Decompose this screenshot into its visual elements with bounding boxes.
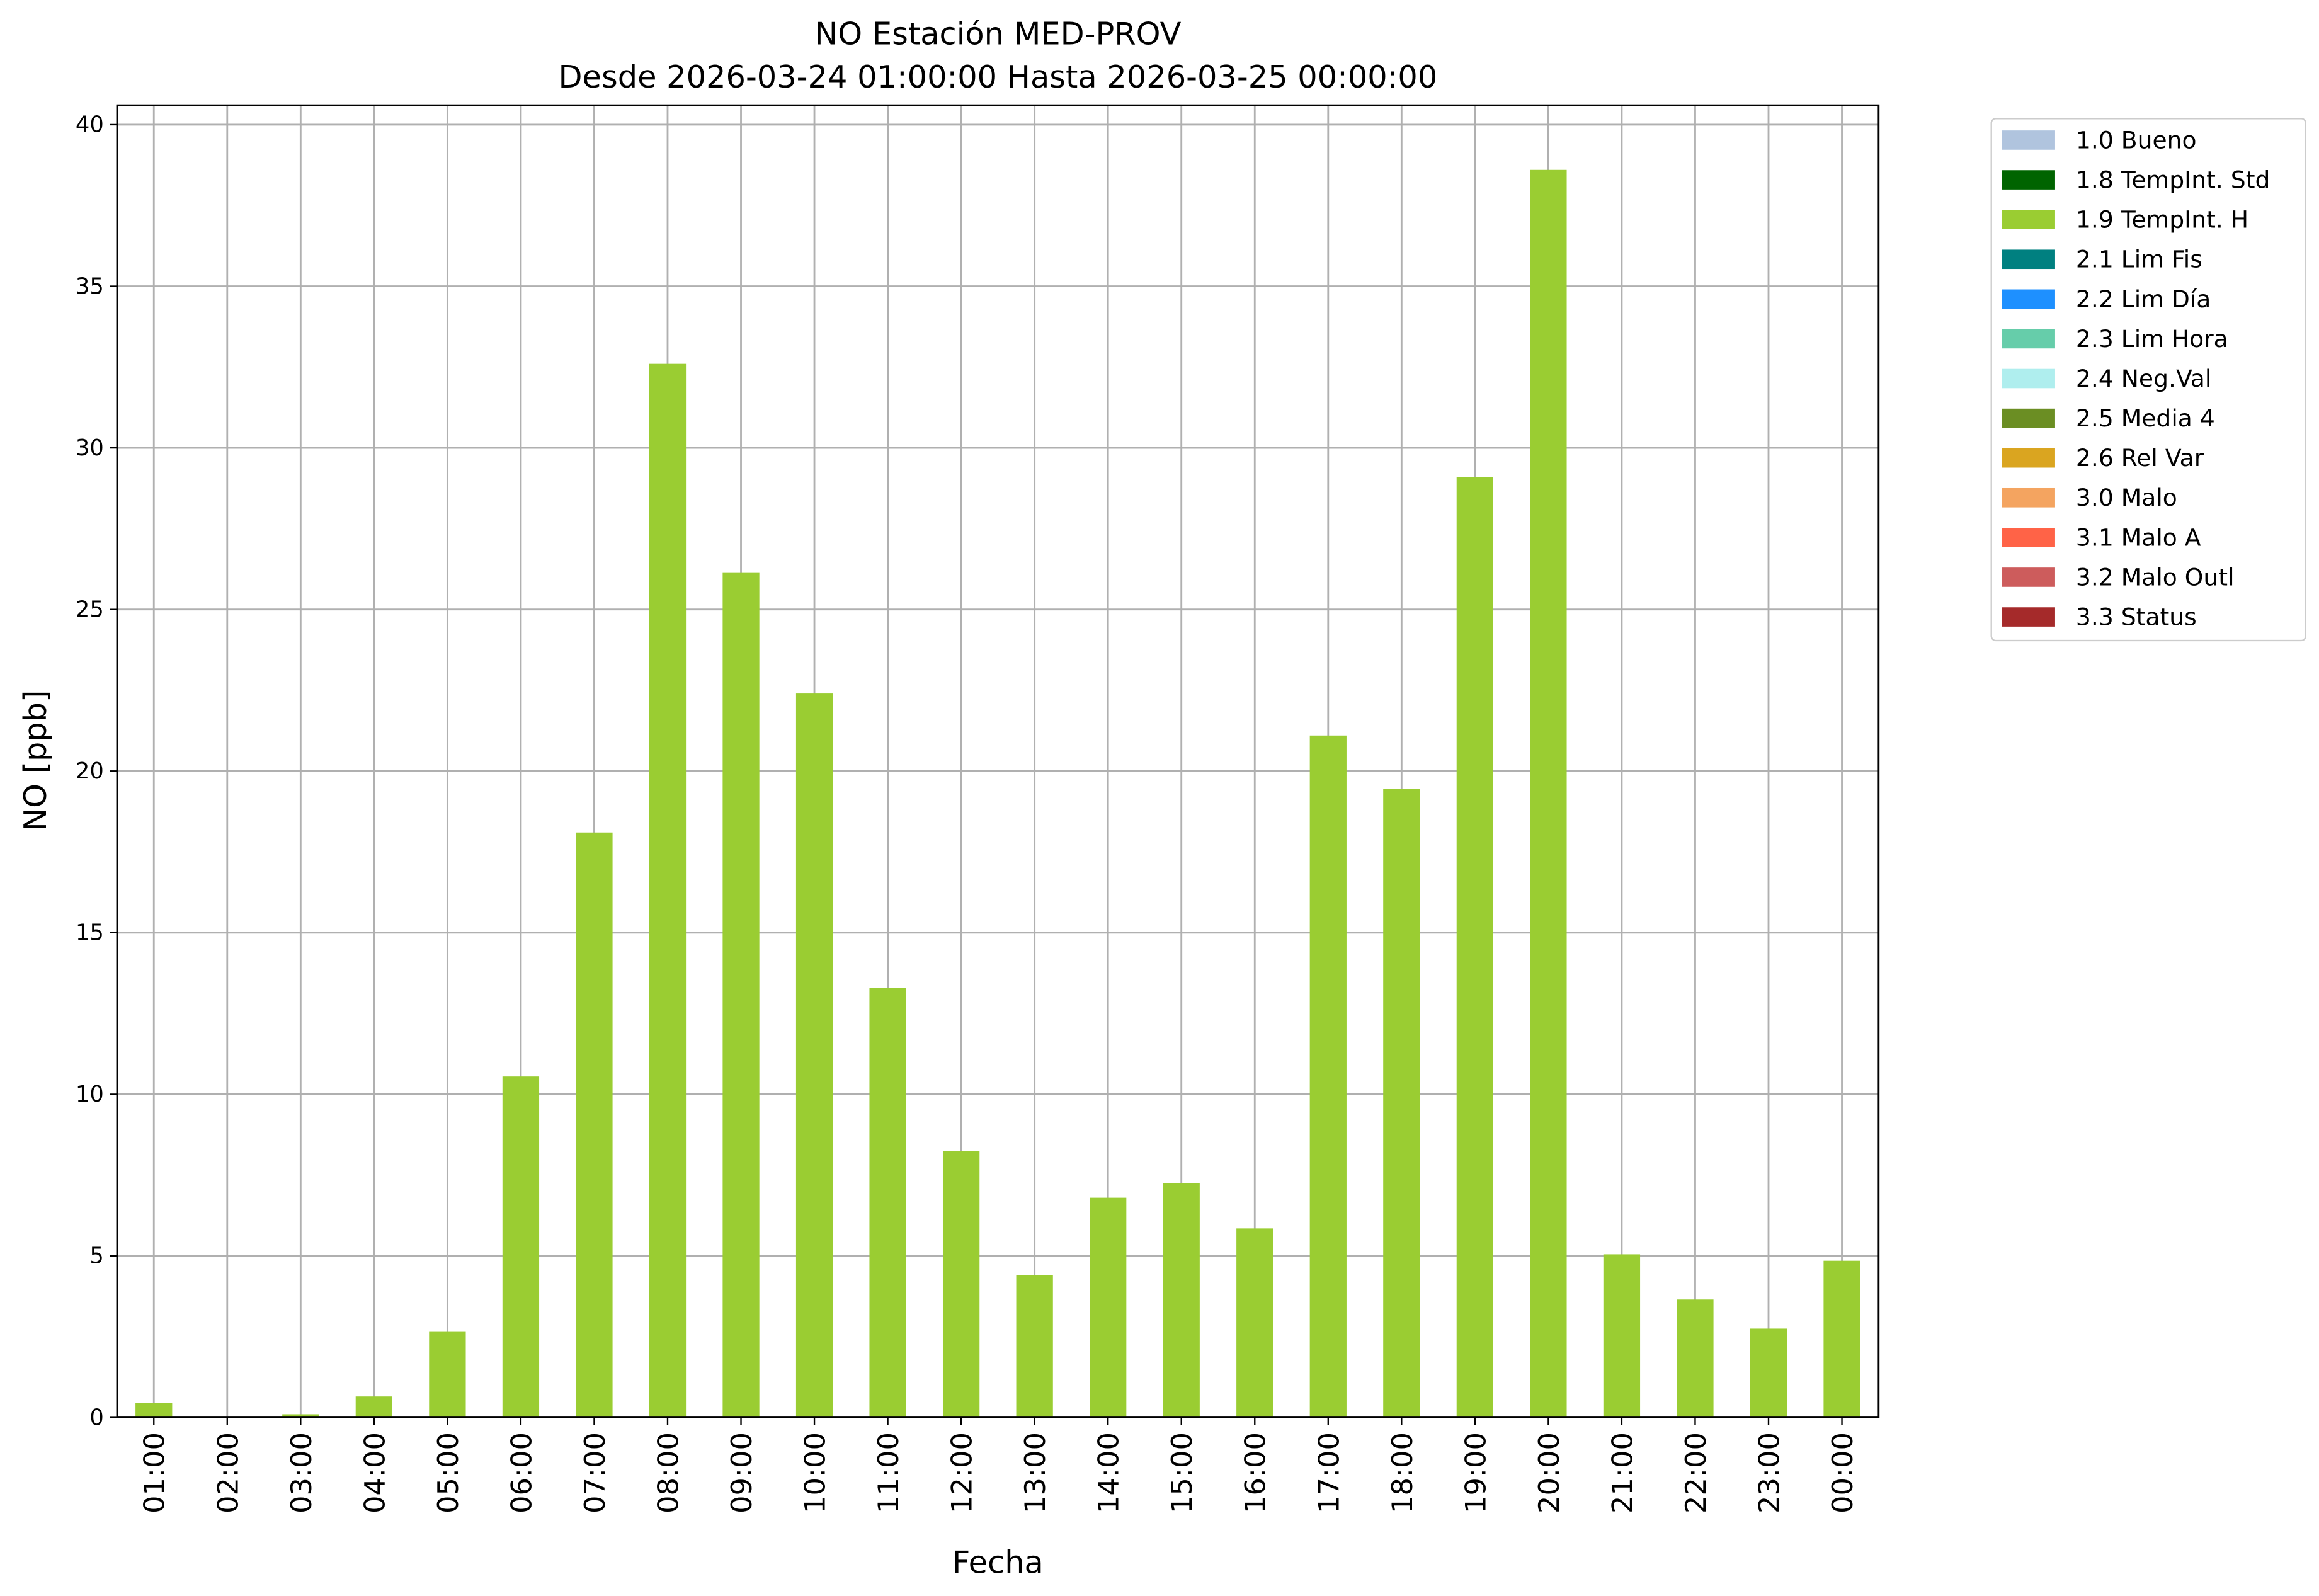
legend-label: 2.6 Rel Var (2076, 444, 2204, 472)
bar (1163, 1183, 1200, 1418)
legend-label: 2.2 Lim Día (2076, 285, 2211, 313)
legend-label: 2.4 Neg.Val (2076, 365, 2211, 392)
bar (429, 1331, 466, 1418)
x-tick-label: 20:00 (1532, 1432, 1566, 1513)
plot-frame (116, 104, 1880, 1418)
bar (942, 1151, 980, 1418)
bar (502, 1076, 540, 1418)
legend-swatch (2002, 408, 2055, 428)
bar (1530, 169, 1567, 1418)
legend-label: 1.0 Bueno (2076, 126, 2197, 154)
legend-swatch (2002, 289, 2055, 309)
x-tick-label: 11:00 (872, 1432, 905, 1513)
legend-label: 1.8 TempInt. Std (2076, 166, 2270, 194)
legend-label: 2.3 Lim Hora (2076, 325, 2228, 353)
legend-swatch (2002, 210, 2055, 229)
legend-swatch (2002, 368, 2055, 389)
x-tick-label: 05:00 (431, 1432, 465, 1513)
legend-swatch (2002, 249, 2055, 270)
bar (355, 1396, 392, 1418)
x-axis-label: Fecha (952, 1544, 1044, 1581)
bar (649, 363, 687, 1418)
legend-swatch (2002, 607, 2055, 627)
x-tick-label: 22:00 (1679, 1432, 1712, 1513)
legend-label: 2.1 Lim Fis (2076, 246, 2202, 273)
bar (1750, 1328, 1787, 1418)
y-tick-label: 30 (76, 435, 104, 461)
legend-swatch (2002, 170, 2055, 190)
legend-label: 3.3 Status (2076, 603, 2197, 631)
y-tick-label: 15 (76, 920, 104, 946)
x-tick-label: 02:00 (211, 1432, 244, 1513)
y-tick-label: 0 (89, 1405, 103, 1430)
x-tick-label: 15:00 (1165, 1432, 1199, 1513)
x-tick-label: 09:00 (725, 1432, 758, 1513)
legend-swatch (2002, 329, 2055, 349)
y-tick-label: 10 (76, 1081, 104, 1107)
legend-label: 3.0 Malo (2076, 484, 2177, 511)
bar (1236, 1228, 1273, 1418)
x-tick-label: 01:00 (138, 1432, 171, 1513)
y-tick-label: 5 (89, 1243, 103, 1269)
legend-swatch (2002, 528, 2055, 547)
y-tick-label: 20 (76, 758, 104, 784)
legend-box (1990, 118, 2306, 642)
bar (1823, 1260, 1860, 1418)
y-axis-label: NO [ppb] (17, 690, 54, 831)
bar (1383, 789, 1420, 1418)
x-tick-label: 00:00 (1826, 1432, 1859, 1513)
x-tick-label: 17:00 (1312, 1432, 1345, 1513)
y-tick-label: 40 (76, 112, 104, 138)
bar (135, 1403, 173, 1418)
y-tick-label: 25 (76, 596, 104, 622)
x-tick-label: 18:00 (1386, 1432, 1419, 1513)
bar (1309, 735, 1347, 1418)
x-tick-label: 12:00 (945, 1432, 979, 1513)
bar (1016, 1275, 1053, 1418)
x-tick-label: 10:00 (799, 1432, 832, 1513)
x-tick-label: 16:00 (1239, 1432, 1272, 1513)
bar (869, 988, 906, 1418)
bar (282, 1414, 319, 1418)
x-tick-label: 08:00 (651, 1432, 685, 1513)
legend-swatch (2002, 448, 2055, 468)
legend-label: 1.9 TempInt. H (2076, 206, 2248, 234)
legend-swatch (2002, 567, 2055, 587)
x-tick-label: 13:00 (1018, 1432, 1052, 1513)
bar (1677, 1299, 1714, 1418)
x-tick-label: 04:00 (358, 1432, 391, 1513)
legend: 1.0 Bueno 1.8 TempInt. Std 1.9 TempInt. H 2… (1990, 118, 2306, 642)
legend-swatch (2002, 130, 2055, 150)
x-tick-label: 14:00 (1092, 1432, 1125, 1513)
chart-subtitle: Desde 2026-03-24 01:00:00 Hasta 2026-03-… (558, 59, 1437, 95)
y-tick-label: 35 (76, 273, 104, 299)
legend-label: 3.2 Malo Outl (2076, 563, 2235, 591)
x-tick-label: 03:00 (285, 1432, 318, 1513)
legend-swatch (2002, 487, 2055, 508)
chart-title: NO Estación MED-PROV (814, 16, 1181, 52)
x-tick-label: 23:00 (1752, 1432, 1786, 1513)
x-tick-label: 21:00 (1605, 1432, 1639, 1513)
x-tick-label: 06:00 (504, 1432, 538, 1513)
bar (1456, 477, 1493, 1418)
bar (1603, 1254, 1641, 1418)
x-tick-label: 19:00 (1459, 1432, 1492, 1513)
bar (722, 572, 760, 1418)
bar (1090, 1197, 1127, 1418)
x-tick-label: 07:00 (578, 1432, 612, 1513)
legend-label: 2.5 Media 4 (2076, 404, 2215, 432)
legend-label: 3.1 Malo A (2076, 523, 2201, 551)
bar (576, 832, 613, 1418)
bar (795, 693, 833, 1418)
